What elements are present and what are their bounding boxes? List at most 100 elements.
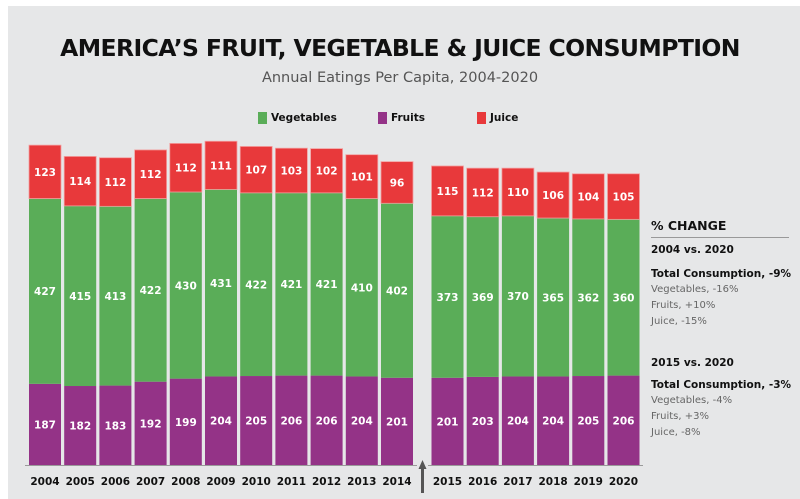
year-label-2011: 2011: [277, 476, 306, 488]
bar-label-fruits-2014: 201: [386, 416, 408, 428]
bar-fruits-2007: [134, 381, 167, 465]
year-label-2015: 2015: [433, 476, 462, 488]
bar-fruits-2016: [466, 376, 499, 465]
bar-label-juice-2005: 114: [69, 176, 91, 188]
legend-label: Vegetables: [271, 112, 337, 124]
year-label-2012: 2012: [312, 476, 341, 488]
year-label-2017: 2017: [503, 476, 532, 488]
bar-vegetables-2020: [607, 219, 640, 376]
bar-label-juice-2010: 107: [245, 165, 267, 177]
bar-label-juice-2017: 110: [507, 187, 529, 199]
bar-juice-2004: [28, 144, 62, 199]
bar-label-juice-2006: 112: [104, 177, 126, 189]
comparison-total: Total Consumption, -3%: [651, 379, 792, 391]
bar-label-juice-2014: 96: [390, 177, 405, 189]
percent-change-heading: % CHANGE: [651, 218, 789, 238]
bar-label-juice-2007: 112: [140, 169, 162, 181]
bar-vegetables-2012: [310, 192, 343, 376]
legend-swatch-vegetables: [258, 112, 267, 124]
bar-label-vegetables-2018: 365: [542, 292, 564, 304]
bar-fruits-2017: [501, 376, 534, 465]
bar-label-juice-2012: 102: [316, 166, 338, 178]
legend-item-juice: Juice: [477, 111, 518, 125]
bar-label-juice-2018: 106: [542, 190, 564, 202]
year-label-2019: 2019: [574, 476, 603, 488]
year-label-2016: 2016: [468, 476, 497, 488]
bar-label-vegetables-2020: 360: [613, 292, 635, 304]
bar-label-vegetables-2006: 413: [104, 291, 126, 303]
bar-fruits-2015: [431, 377, 464, 465]
bar-label-fruits-2005: 182: [69, 421, 91, 433]
comparison-total: Total Consumption, -9%: [651, 268, 792, 280]
bar-label-fruits-2019: 205: [577, 416, 599, 428]
bar-label-juice-2020: 105: [613, 192, 635, 204]
bar-label-vegetables-2015: 373: [437, 292, 459, 304]
comparison-item: Vegetables, -16%: [651, 284, 739, 295]
bar-fruits-2018: [537, 376, 570, 465]
year-label-2005: 2005: [66, 476, 95, 488]
bar-label-vegetables-2008: 430: [175, 280, 197, 292]
chart-title: AMERICA’S FRUIT, VEGETABLE & JUICE CONSU…: [60, 34, 740, 62]
bar-label-vegetables-2005: 415: [69, 291, 91, 303]
comparison-item: Vegetables, -4%: [651, 395, 733, 406]
bar-juice-2006: [99, 157, 132, 207]
bar-label-juice-2004: 123: [34, 167, 56, 179]
bar-juice-2013: [345, 154, 379, 199]
year-label-2006: 2006: [101, 476, 130, 488]
bar-label-vegetables-2016: 369: [472, 292, 494, 304]
bar-fruits-2012: [310, 375, 343, 465]
legend-swatch-juice: [477, 112, 486, 124]
legend-swatch-fruits: [378, 112, 387, 124]
bar-label-vegetables-2014: 402: [386, 286, 408, 298]
bar-label-vegetables-2010: 422: [245, 279, 267, 291]
comparison-item: Fruits, +10%: [651, 300, 716, 311]
bar-label-fruits-2009: 204: [210, 416, 232, 428]
legend-label: Juice: [490, 112, 519, 124]
bar-vegetables-2019: [572, 218, 605, 377]
bar-label-vegetables-2017: 370: [507, 291, 529, 303]
bar-juice-2015: [431, 165, 464, 217]
bar-juice-2010: [239, 146, 273, 194]
bar-label-fruits-2011: 206: [280, 415, 302, 427]
percent-change-panel: % CHANGE 2004 vs. 2020 Total Consumption…: [651, 218, 800, 441]
bar-label-juice-2011: 103: [280, 166, 302, 178]
bar-vegetables-2009: [205, 189, 237, 377]
bar-fruits-2008: [169, 378, 202, 465]
bar-juice-2012: [310, 148, 344, 194]
bar-juice-2011: [274, 147, 308, 194]
bar-juice-2008: [169, 143, 203, 193]
bar-vegetables-2017: [501, 215, 534, 377]
bar-fruits-2005: [64, 386, 97, 465]
bar-label-fruits-2006: 183: [104, 420, 126, 432]
comparison-label: 2004 vs. 2020: [651, 244, 734, 256]
bar-label-fruits-2012: 206: [316, 415, 338, 427]
bar-label-vegetables-2019: 362: [577, 292, 599, 304]
bar-vegetables-2004: [29, 198, 61, 384]
bar-fruits-2011: [275, 375, 308, 465]
year-label-2008: 2008: [171, 476, 200, 488]
bar-label-juice-2013: 101: [351, 172, 373, 184]
bar-juice-2016: [466, 167, 500, 218]
bar-vegetables-2011: [275, 192, 308, 376]
bar-fruits-2010: [240, 376, 273, 465]
bar-vegetables-2016: [466, 216, 499, 377]
bar-juice-2017: [501, 167, 535, 217]
bar-juice-2020: [607, 173, 640, 220]
year-label-2018: 2018: [538, 476, 567, 488]
bar-label-vegetables-2013: 410: [351, 282, 373, 294]
bar-label-fruits-2020: 206: [613, 415, 635, 427]
chart-subtitle: Annual Eatings Per Capita, 2004-2020: [261, 70, 539, 86]
bar-label-fruits-2010: 205: [245, 416, 267, 428]
bar-juice-2009: [204, 140, 238, 190]
bar-vegetables-2010: [240, 192, 273, 377]
bar-label-vegetables-2007: 422: [140, 285, 162, 297]
bar-label-fruits-2007: 192: [140, 418, 162, 430]
year-label-2007: 2007: [136, 476, 165, 488]
bar-label-fruits-2017: 204: [507, 416, 529, 428]
bar-vegetables-2005: [64, 205, 97, 387]
bar-vegetables-2007: [134, 198, 167, 382]
bar-label-juice-2016: 112: [472, 187, 494, 199]
bar-label-fruits-2016: 203: [472, 416, 494, 428]
year-label-2013: 2013: [347, 476, 376, 488]
